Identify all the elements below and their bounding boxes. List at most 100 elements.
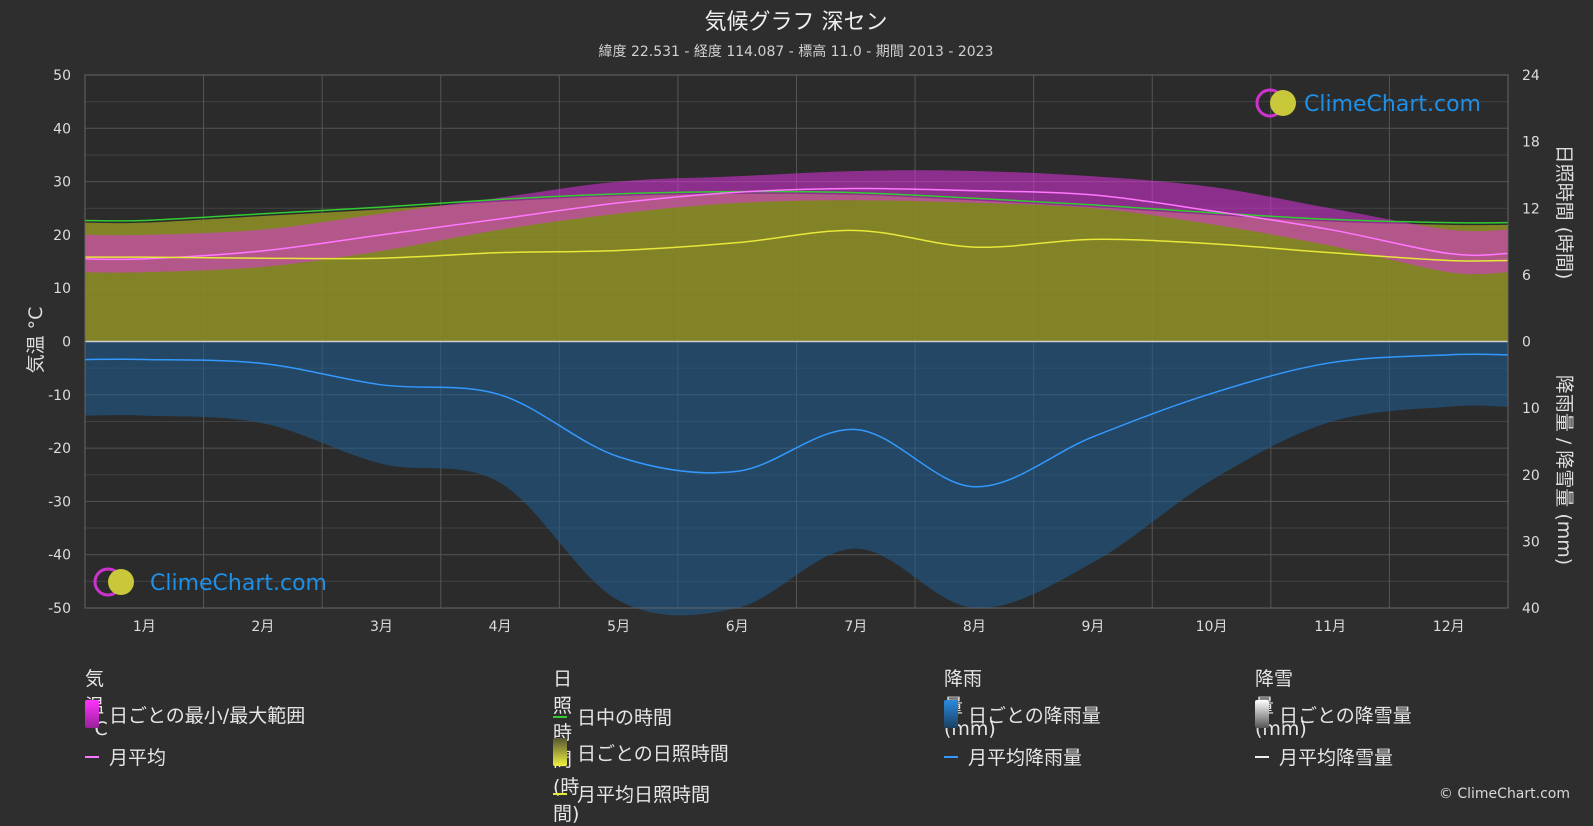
data-point xyxy=(617,201,621,205)
data-point xyxy=(1447,353,1451,357)
data-point xyxy=(972,189,976,193)
data-point xyxy=(1210,242,1214,246)
logo-top-right: ClimeChart.com xyxy=(1255,88,1481,118)
white-line-icon xyxy=(1255,755,1269,758)
data-point xyxy=(1447,252,1451,256)
data-point xyxy=(379,233,383,237)
right-tick-label-sunshine: 6 xyxy=(1522,268,1531,284)
month-label: 3月 xyxy=(370,619,393,635)
left-tick-label: 50 xyxy=(53,68,71,84)
yellow-gradient-swatch-icon xyxy=(553,738,567,766)
data-point xyxy=(498,251,502,255)
data-point xyxy=(379,205,383,209)
legend-snow-mean-label: 月平均降雪量 xyxy=(1279,747,1394,769)
data-point xyxy=(735,190,739,194)
data-point xyxy=(261,212,265,216)
yellow-line-icon xyxy=(553,792,567,795)
logo-text: ClimeChart.com xyxy=(150,571,327,596)
month-label: 5月 xyxy=(607,619,630,635)
data-point xyxy=(1328,251,1332,255)
mean-temperature-line xyxy=(84,187,1509,261)
chart-subtitle: 緯度 22.531 - 経度 114.087 - 標高 11.0 - 期間 20… xyxy=(599,43,994,60)
month-label: 6月 xyxy=(726,619,749,635)
data-point xyxy=(142,218,146,222)
data-point xyxy=(972,196,976,200)
data-point xyxy=(1091,193,1095,197)
month-label: 8月 xyxy=(963,619,986,635)
data-point xyxy=(261,361,265,365)
right-axis-title-sunshine: 日照時間 (時間) xyxy=(1553,145,1575,280)
right-tick-label-sunshine: 18 xyxy=(1522,135,1540,151)
legend-snow-daily: 日ごとの降雪量 xyxy=(1255,700,1412,728)
left-tick-label: -30 xyxy=(48,494,71,510)
logo-text: ClimeChart.com xyxy=(1304,92,1481,117)
right-tick-label-sunshine: 12 xyxy=(1522,201,1540,217)
data-point xyxy=(1210,391,1214,395)
data-point xyxy=(617,248,621,252)
legend-sun-daily-label: 日ごとの日照時間 xyxy=(577,742,729,765)
right-tick-label-precipitation: 30 xyxy=(1522,534,1540,550)
month-label: 12月 xyxy=(1433,619,1465,635)
month-label: 11月 xyxy=(1314,619,1346,635)
data-point xyxy=(854,427,858,431)
data-point xyxy=(617,455,621,459)
legend-rain-mean: 月平均降雨量 xyxy=(944,743,1082,770)
chart-marks xyxy=(84,170,1509,616)
left-tick-label: 0 xyxy=(62,335,71,351)
blue-line-icon xyxy=(944,755,958,758)
right-tick-label-sunshine: 24 xyxy=(1522,68,1540,84)
right-tick-label-sunshine: 0 xyxy=(1522,335,1531,351)
legend-sun-daily: 日ごとの日照時間 xyxy=(553,738,729,766)
data-point xyxy=(142,357,146,361)
left-tick-label: 30 xyxy=(53,175,71,191)
daily-rainfall-area xyxy=(85,341,1508,616)
chart-axes: 50 40 30 20 10 0 -10 -20 -30 -40 -50 24 18 12 6 0 10 20 30… xyxy=(48,68,1540,635)
left-tick-label: 10 xyxy=(53,281,71,297)
right-tick-label-precipitation: 10 xyxy=(1522,401,1540,417)
data-point xyxy=(617,192,621,196)
legend-snow-daily-label: 日ごとの降雪量 xyxy=(1279,704,1412,727)
copyright: © ClimeChart.com xyxy=(1438,786,1570,802)
left-tick-label: -10 xyxy=(48,388,71,404)
legend-snow-mean: 月平均降雪量 xyxy=(1255,743,1393,770)
data-point xyxy=(1210,209,1214,213)
legend-rain-daily-label: 日ごとの降雨量 xyxy=(968,704,1101,727)
legend-temp-mean: 月平均 xyxy=(85,743,166,770)
legend-temp-range: 日ごとの最小/最大範囲 xyxy=(85,700,305,728)
data-point xyxy=(854,187,858,191)
data-point xyxy=(1328,217,1332,221)
left-tick-label: 40 xyxy=(53,121,71,137)
blue-gradient-swatch-icon xyxy=(944,700,958,728)
legend-sun-mean-label: 月平均日照時間 xyxy=(577,784,711,806)
data-point xyxy=(854,191,858,195)
data-point xyxy=(972,485,976,489)
data-point xyxy=(1328,228,1332,232)
chart-title: 気候グラフ 深セン xyxy=(705,10,888,35)
legend-temp-mean-label: 月平均 xyxy=(109,747,167,769)
data-point xyxy=(1091,237,1095,241)
left-tick-label: -20 xyxy=(48,441,71,457)
legend-temp-range-label: 日ごとの最小/最大範囲 xyxy=(109,704,306,727)
mean-sunshine-line xyxy=(84,229,1509,262)
data-point xyxy=(1328,361,1332,365)
data-point xyxy=(1091,435,1095,439)
data-point xyxy=(498,393,502,397)
temperature-range-band xyxy=(85,170,1508,275)
legend-sun-mean: 月平均日照時間 xyxy=(553,780,710,807)
data-point xyxy=(1091,203,1095,207)
month-label: 4月 xyxy=(489,619,512,635)
data-point xyxy=(379,383,383,387)
legend-rain-daily: 日ごとの降雨量 xyxy=(944,700,1101,728)
data-point xyxy=(379,256,383,260)
data-point xyxy=(854,228,858,232)
month-label: 2月 xyxy=(251,619,274,635)
legend-rain-mean-label: 月平均降雨量 xyxy=(968,747,1083,769)
data-point xyxy=(498,197,502,201)
legend-sun-daylight-label: 日中の時間 xyxy=(577,707,673,729)
right-axis-title-precipitation: 降雨量 / 降雪量 (mm) xyxy=(1553,375,1575,565)
plot-frame xyxy=(84,74,1509,609)
data-point xyxy=(1447,258,1451,262)
data-point xyxy=(972,245,976,249)
daylight-hours-line xyxy=(84,190,1509,224)
